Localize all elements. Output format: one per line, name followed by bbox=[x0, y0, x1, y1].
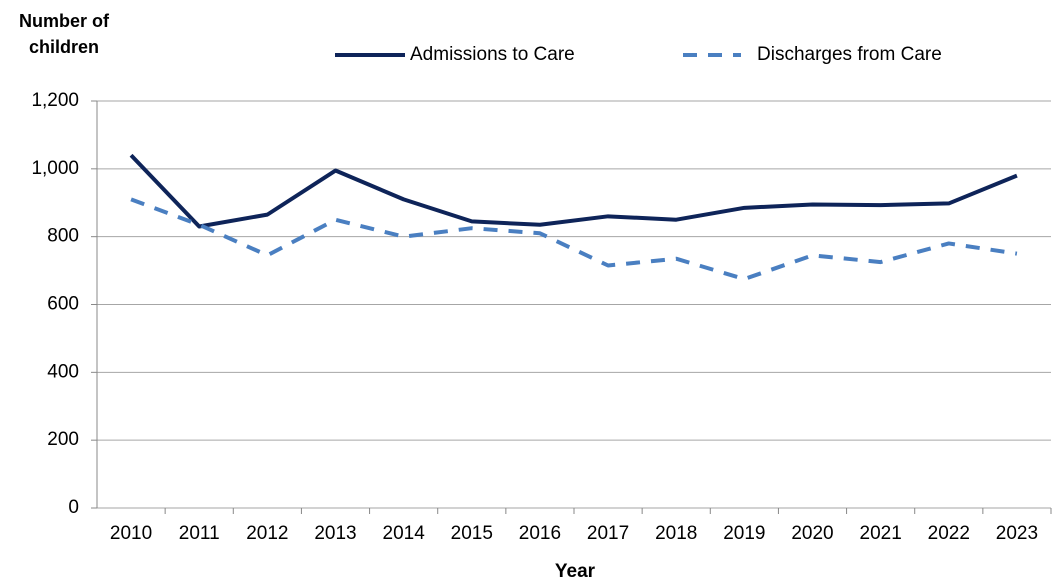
y-tick-label: 800 bbox=[47, 226, 79, 247]
x-axis-title: Year bbox=[555, 561, 596, 582]
y-axis-title: Number of children bbox=[19, 11, 109, 57]
x-tick-label: 2020 bbox=[791, 523, 833, 544]
x-tick-label: 2011 bbox=[179, 523, 220, 544]
y-tick-label: 600 bbox=[47, 294, 79, 315]
y-tick-label: 1,000 bbox=[31, 158, 79, 179]
y-tick-label: 1,200 bbox=[31, 90, 79, 111]
x-tick-label: 2023 bbox=[996, 523, 1038, 544]
y-tick-label: 200 bbox=[47, 429, 79, 450]
x-tick-label: 2017 bbox=[587, 523, 629, 544]
x-tick-label: 2013 bbox=[314, 523, 356, 544]
y-tick-label: 0 bbox=[68, 497, 79, 518]
series-line bbox=[129, 153, 1018, 229]
x-tick-label: 2010 bbox=[110, 523, 152, 544]
x-tick-label: 2012 bbox=[246, 523, 288, 544]
legend-label: Discharges from Care bbox=[757, 44, 942, 65]
y-tick-label: 400 bbox=[47, 361, 79, 382]
x-tick-label: 2015 bbox=[451, 523, 493, 544]
x-tick-label: 2018 bbox=[655, 523, 697, 544]
x-tick-label: 2016 bbox=[519, 523, 561, 544]
x-tick-label: 2022 bbox=[928, 523, 970, 544]
x-tick-label: 2019 bbox=[723, 523, 765, 544]
x-tick-label: 2014 bbox=[383, 523, 426, 544]
legend-label: Admissions to Care bbox=[410, 44, 575, 65]
series-line bbox=[130, 197, 1018, 282]
x-tick-label: 2021 bbox=[860, 523, 902, 544]
